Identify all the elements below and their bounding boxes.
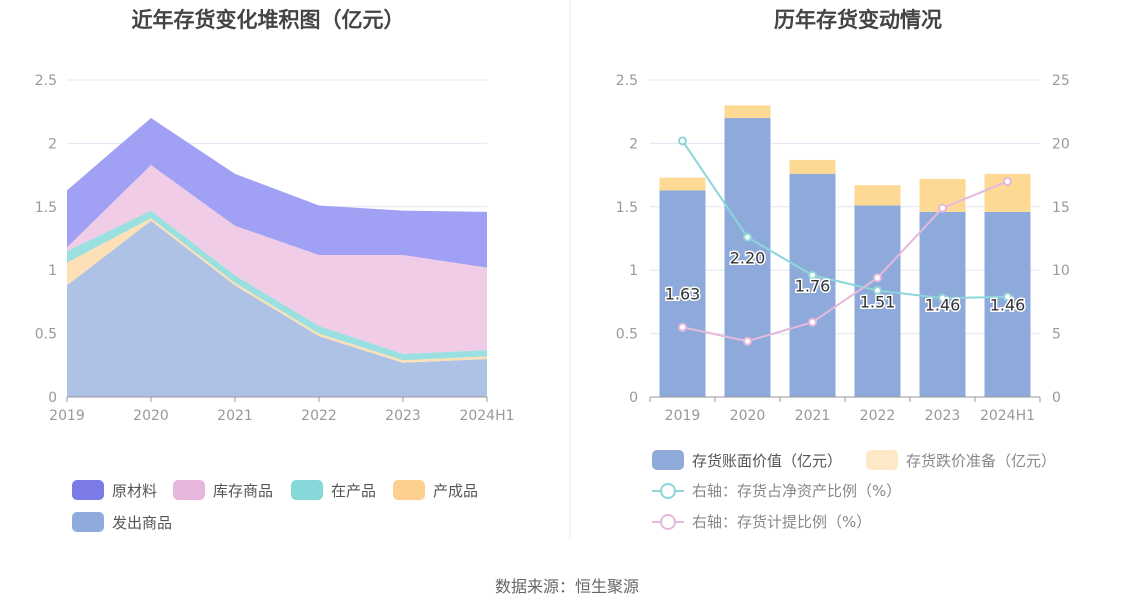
bar-book-value <box>659 190 706 397</box>
bar-book-value <box>919 211 966 397</box>
left-x-axis: 2019 2020 2021 2022 2023 2024H1 <box>49 397 515 424</box>
legend-label-产成品: 产成品 <box>433 482 478 500</box>
bar-data-label: 1.46 <box>990 295 1026 314</box>
left-x-tick-label: 2021 <box>217 408 253 424</box>
left-y-axis: 0 0.5 1 1.5 2 2.5 <box>35 73 487 406</box>
left-chart-title: 近年存货变化堆积图（亿元） <box>132 8 405 32</box>
left-y-tick-label: 1 <box>48 263 57 279</box>
left-x-tick-label: 2024H1 <box>459 408 514 424</box>
line-point-0 <box>678 136 687 146</box>
left-area-series <box>67 118 487 397</box>
right-y2-tick-label: 0 <box>1052 390 1061 406</box>
line-point-0 <box>938 293 947 303</box>
area-原材料 <box>67 118 487 268</box>
legend-swatch-原材料 <box>72 480 104 500</box>
legend-swatch-库存商品 <box>173 480 205 500</box>
line-series-0 <box>681 140 1008 300</box>
right-line-series <box>678 136 1012 346</box>
bar-book-value <box>724 118 771 397</box>
right-y2-tick-label: 5 <box>1052 327 1061 343</box>
right-y-tick-label: 2.5 <box>616 73 638 89</box>
right-x-tick-label: 2019 <box>665 408 701 424</box>
right-bar-labels: 1.63 2.20 1.76 1.51 1.46 1.46 <box>663 247 1027 316</box>
line-point-1 <box>938 203 947 213</box>
right-chart-title: 历年存货变动情况 <box>774 8 942 32</box>
bar-book-value <box>854 205 901 397</box>
right-bar-series <box>659 105 1031 397</box>
legend-swatch-发出商品 <box>72 512 104 532</box>
right-y2-tick-label: 25 <box>1052 73 1070 89</box>
left-y-tick-label: 2 <box>48 136 57 152</box>
legend-marker-0 <box>660 483 676 499</box>
legend-marker-1 <box>660 514 676 530</box>
source-note: 数据来源：恒生聚源 <box>495 577 639 596</box>
legend-label-发出商品: 发出商品 <box>112 514 172 532</box>
legend-label-book-value: 存货账面价值（亿元） <box>692 452 842 470</box>
legend-label-line-0: 右轴：存货占净资产比例（%） <box>692 482 901 500</box>
bar-data-label: 1.46 <box>925 295 961 314</box>
line-point-1 <box>873 273 882 283</box>
left-y-tick-label: 1.5 <box>35 200 57 216</box>
right-legend: 存货账面价值（亿元） 存货跌价准备（亿元） 右轴：存货占净资产比例（%） 右轴：存货计… <box>652 450 1056 531</box>
legend-label-impairment: 存货跌价准备（亿元） <box>906 452 1056 470</box>
bar-line-chart: 历年存货变动情况 1.63 2.20 1.76 1.51 1.46 1.46 0 0.5 1 1… <box>616 8 1070 531</box>
bar-book-value <box>984 211 1031 397</box>
right-gridlines <box>650 79 1040 335</box>
right-y-tick-label: 1 <box>629 263 638 279</box>
bar-data-label: 1.63 <box>665 285 701 304</box>
bar-impairment <box>789 159 836 174</box>
right-x-axis: 2019 2020 2021 2022 2023 2024H1 <box>649 397 1041 424</box>
right-y-tick-label: 1.5 <box>616 200 638 216</box>
left-y-tick-label: 0.5 <box>35 327 57 343</box>
line-point-1 <box>808 317 817 327</box>
right-y-tick-label: 0.5 <box>616 327 638 343</box>
legend-label-line-1: 右轴：存货计提比例（%） <box>692 513 871 531</box>
legend-label-在产品: 在产品 <box>331 482 376 500</box>
left-x-tick-label: 2023 <box>385 408 421 424</box>
legend-label-原材料: 原材料 <box>112 482 157 500</box>
bar-book-value <box>789 173 836 397</box>
right-y-tick-label: 0 <box>629 390 638 406</box>
left-y-tick-label: 2.5 <box>35 73 57 89</box>
area-发出商品 <box>67 220 487 397</box>
line-point-1 <box>1003 176 1012 186</box>
left-x-tick-label: 2022 <box>301 408 337 424</box>
line-point-0 <box>1003 292 1012 302</box>
bar-impairment <box>659 177 706 191</box>
line-series-1 <box>682 180 1008 343</box>
legend-swatch-产成品 <box>393 480 425 500</box>
line-point-0 <box>808 270 817 280</box>
line-point-1 <box>743 336 752 346</box>
right-x-tick-label: 2024H1 <box>980 408 1035 424</box>
legend-label-库存商品: 库存商品 <box>213 482 273 500</box>
right-y2-tick-label: 15 <box>1052 200 1070 216</box>
line-point-0 <box>743 232 752 242</box>
area-库存商品 <box>67 164 487 354</box>
legend-swatch-impairment <box>866 450 898 470</box>
right-x-tick-label: 2022 <box>860 408 896 424</box>
legend-swatch-book-value <box>652 450 684 470</box>
bar-data-label: 2.20 <box>730 249 766 268</box>
bar-data-label: 1.76 <box>795 276 831 295</box>
bar-data-label: 1.51 <box>860 292 896 311</box>
right-y-axis-right: 0 5 10 15 20 25 <box>1052 73 1070 406</box>
right-x-tick-label: 2021 <box>795 408 831 424</box>
bar-impairment <box>854 185 901 206</box>
right-y2-tick-label: 20 <box>1052 136 1070 152</box>
left-y-tick-label: 0 <box>48 390 57 406</box>
line-point-1 <box>678 322 687 332</box>
left-x-tick-label: 2020 <box>133 408 169 424</box>
line-point-0 <box>873 285 882 295</box>
legend-swatch-在产品 <box>291 480 323 500</box>
right-y2-tick-label: 10 <box>1052 263 1070 279</box>
bar-impairment <box>724 105 771 119</box>
stacked-area-chart: 近年存货变化堆积图（亿元） 00.511.522.5 2019 2020 2021 2… <box>35 8 515 532</box>
right-y-tick-label: 2 <box>629 136 638 152</box>
right-x-tick-label: 2020 <box>730 408 766 424</box>
right-x-tick-label: 2023 <box>925 408 961 424</box>
left-x-tick-label: 2019 <box>49 408 85 424</box>
